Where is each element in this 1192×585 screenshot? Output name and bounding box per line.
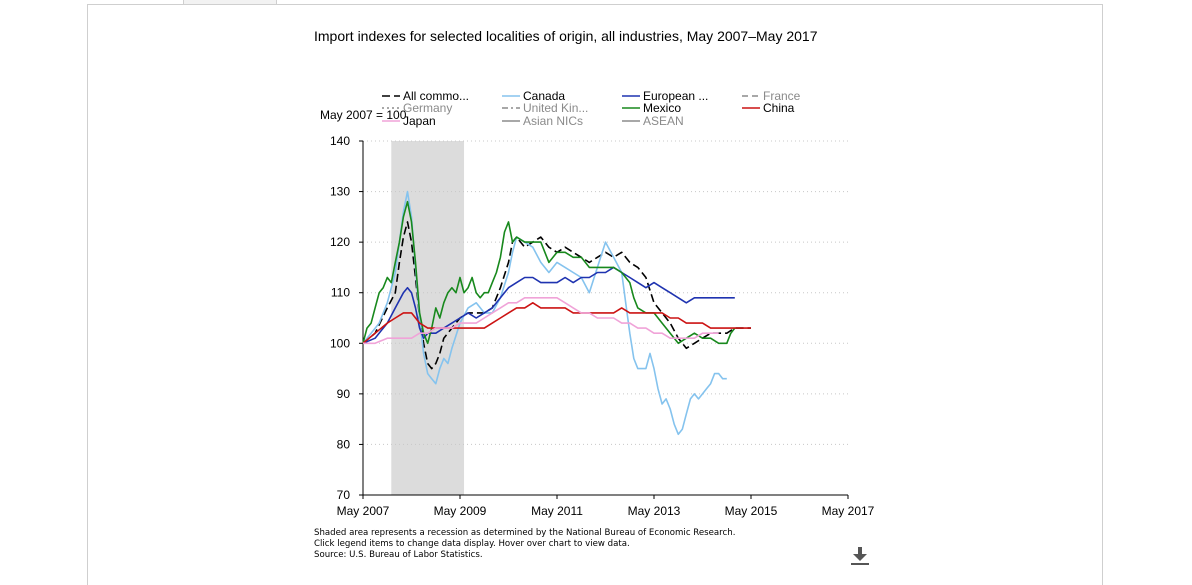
chart-title: Import indexes for selected localities o… [314, 28, 818, 44]
legend-swatch-9 [502, 120, 520, 122]
chart-notes: Shaded area represents a recession as de… [314, 528, 735, 561]
legend-swatch-6 [622, 107, 640, 109]
source-note: Source: U.S. Bureau of Labor Statistics. [314, 550, 483, 560]
legend-swatch-5 [502, 107, 520, 109]
legend-label-3: France [763, 89, 801, 103]
legend-swatch-4 [382, 107, 400, 109]
legend-label-2: European ... [643, 89, 709, 103]
legend-swatch-2 [622, 95, 640, 97]
legend-swatch-3 [742, 95, 760, 97]
download-icon[interactable] [849, 545, 871, 567]
legend-swatch-10 [622, 120, 640, 122]
legend-swatch-0 [382, 95, 400, 97]
legend-label-9: Asian NICs [523, 114, 584, 128]
legend-label-0: All commo... [403, 89, 470, 103]
recession-note: Shaded area represents a recession as de… [314, 528, 736, 538]
legend-label-4: Germany [403, 101, 453, 115]
legend-swatch-7 [742, 107, 760, 109]
legend-swatch-8 [382, 120, 400, 122]
legend-label-6: Mexico [643, 101, 682, 115]
chart-panel [87, 4, 1103, 585]
interaction-note: Click legend items to change data displa… [314, 539, 630, 549]
legend-label-10: ASEAN [643, 114, 684, 128]
legend-swatch-1 [502, 95, 520, 97]
legend-label-8: Japan [403, 114, 436, 128]
download-arrow-icon [851, 547, 869, 565]
legend-label-7: China [763, 101, 795, 115]
y-axis-label: May 2007 = 100 [320, 108, 407, 122]
legend-label-1: Canada [523, 89, 566, 103]
tab-stub[interactable] [183, 0, 277, 5]
legend-label-5: United Kin... [523, 101, 589, 115]
